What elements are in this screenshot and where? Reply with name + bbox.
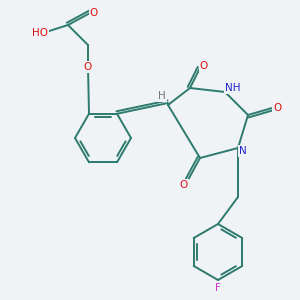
Text: N: N: [239, 146, 247, 156]
Text: O: O: [180, 180, 188, 190]
Text: HO: HO: [32, 28, 48, 38]
Text: O: O: [273, 103, 281, 113]
Text: NH: NH: [225, 83, 241, 93]
Text: O: O: [84, 62, 92, 72]
Text: O: O: [200, 61, 208, 71]
Text: O: O: [90, 8, 98, 18]
Text: H: H: [158, 91, 166, 101]
Text: F: F: [215, 283, 221, 293]
